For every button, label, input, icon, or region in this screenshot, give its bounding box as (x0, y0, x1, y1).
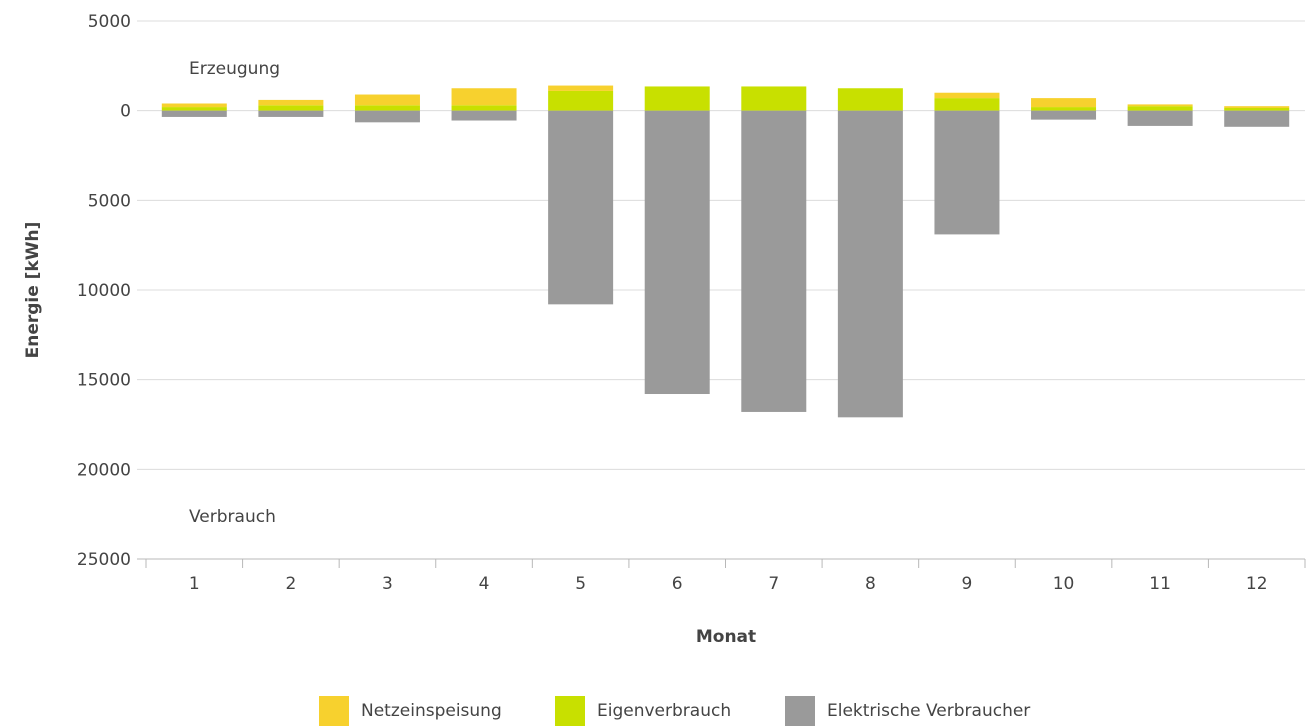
bar-elektrische-verbraucher-3[interactable] (354, 110, 420, 123)
bar-netzeinspeisung-12[interactable] (1224, 106, 1290, 108)
legend-label-eigenverbrauch: Eigenverbrauch (597, 701, 732, 721)
legend-item-netzeinspeisung[interactable]: Netzeinspeisung (319, 696, 502, 726)
legend: Netzeinspeisung Eigenverbrauch Elektrisc… (0, 692, 1315, 726)
bar-elektrische-verbraucher-7[interactable] (741, 110, 807, 412)
bar-eigenverbrauch-6[interactable] (644, 86, 710, 111)
x-tick-label: 4 (479, 574, 490, 594)
bar-elektrische-verbraucher-11[interactable] (1127, 110, 1193, 126)
bar-elektrische-verbraucher-5[interactable] (548, 110, 614, 305)
bar-eigenverbrauch-5[interactable] (548, 90, 614, 111)
bar-netzeinspeisung-5[interactable] (548, 85, 614, 91)
x-tick-label: 7 (768, 574, 779, 594)
bar-elektrische-verbraucher-2[interactable] (258, 110, 324, 117)
annotation-verbrauch: Verbrauch (189, 507, 276, 527)
bar-netzeinspeisung-10[interactable] (1031, 98, 1097, 108)
bar-eigenverbrauch-1[interactable] (161, 107, 227, 111)
bar-eigenverbrauch-9[interactable] (934, 98, 1000, 111)
bar-eigenverbrauch-12[interactable] (1224, 107, 1290, 111)
x-tick-label: 8 (865, 574, 876, 594)
legend-swatch-netzeinspeisung (319, 696, 349, 726)
bar-netzeinspeisung-2[interactable] (258, 99, 324, 106)
x-axis-title: Monat (696, 627, 756, 647)
x-tick-label: 5 (575, 574, 586, 594)
legend-swatch-elektrische-verbraucher (785, 696, 815, 726)
x-tick-label: 1 (189, 574, 200, 594)
bar-elektrische-verbraucher-12[interactable] (1224, 110, 1290, 127)
legend-item-elektrische-verbraucher[interactable]: Elektrische Verbraucher (785, 696, 1030, 726)
bar-netzeinspeisung-11[interactable] (1127, 104, 1193, 107)
bar-elektrische-verbraucher-10[interactable] (1031, 110, 1097, 120)
x-tick-label: 11 (1149, 574, 1171, 594)
y-tick-label: 15000 (77, 371, 131, 391)
x-tick-label: 10 (1053, 574, 1075, 594)
bar-eigenverbrauch-3[interactable] (354, 105, 420, 111)
bar-eigenverbrauch-8[interactable] (837, 88, 903, 111)
legend-label-netzeinspeisung: Netzeinspeisung (361, 701, 502, 721)
bar-elektrische-verbraucher-1[interactable] (161, 110, 227, 117)
legend-label-elektrische-verbraucher: Elektrische Verbraucher (827, 701, 1031, 721)
bar-netzeinspeisung-4[interactable] (451, 88, 517, 106)
y-tick-label: 5000 (88, 12, 131, 32)
bar-eigenverbrauch-2[interactable] (258, 105, 324, 111)
y-tick-labels: 5000 0 5000 10000 15000 20000 25000 (77, 12, 131, 570)
bar-eigenverbrauch-4[interactable] (451, 105, 517, 111)
bar-elektrische-verbraucher-4[interactable] (451, 110, 517, 121)
y-tick-label: 10000 (77, 281, 131, 301)
bar-eigenverbrauch-7[interactable] (741, 86, 807, 111)
x-tick-label: 2 (285, 574, 296, 594)
x-tick-label: 9 (962, 574, 973, 594)
bars (161, 85, 1290, 418)
bar-netzeinspeisung-3[interactable] (354, 94, 420, 106)
bar-netzeinspeisung-1[interactable] (161, 103, 227, 108)
x-tick-labels: 1 2 3 4 5 6 7 8 9 10 11 12 (189, 574, 1268, 594)
x-tick-label: 6 (672, 574, 683, 594)
bar-elektrische-verbraucher-8[interactable] (837, 110, 903, 418)
bar-eigenverbrauch-11[interactable] (1127, 106, 1193, 111)
annotation-erzeugung: Erzeugung (189, 59, 280, 79)
grid-lines (137, 20, 1306, 568)
bar-netzeinspeisung-9[interactable] (934, 92, 1000, 99)
y-tick-label: 0 (120, 102, 131, 122)
x-tick-label: 12 (1246, 574, 1268, 594)
legend-item-eigenverbrauch[interactable]: Eigenverbrauch (555, 696, 731, 726)
bar-elektrische-verbraucher-9[interactable] (934, 110, 1000, 235)
legend-swatch-eigenverbrauch (555, 696, 585, 726)
y-axis-title: Energie [kWh] (23, 222, 43, 359)
bar-elektrische-verbraucher-6[interactable] (644, 110, 710, 395)
y-tick-label: 25000 (77, 550, 131, 570)
y-tick-label: 20000 (77, 460, 131, 480)
y-tick-label: 5000 (88, 191, 131, 211)
x-tick-label: 3 (382, 574, 393, 594)
bar-eigenverbrauch-10[interactable] (1031, 107, 1097, 111)
